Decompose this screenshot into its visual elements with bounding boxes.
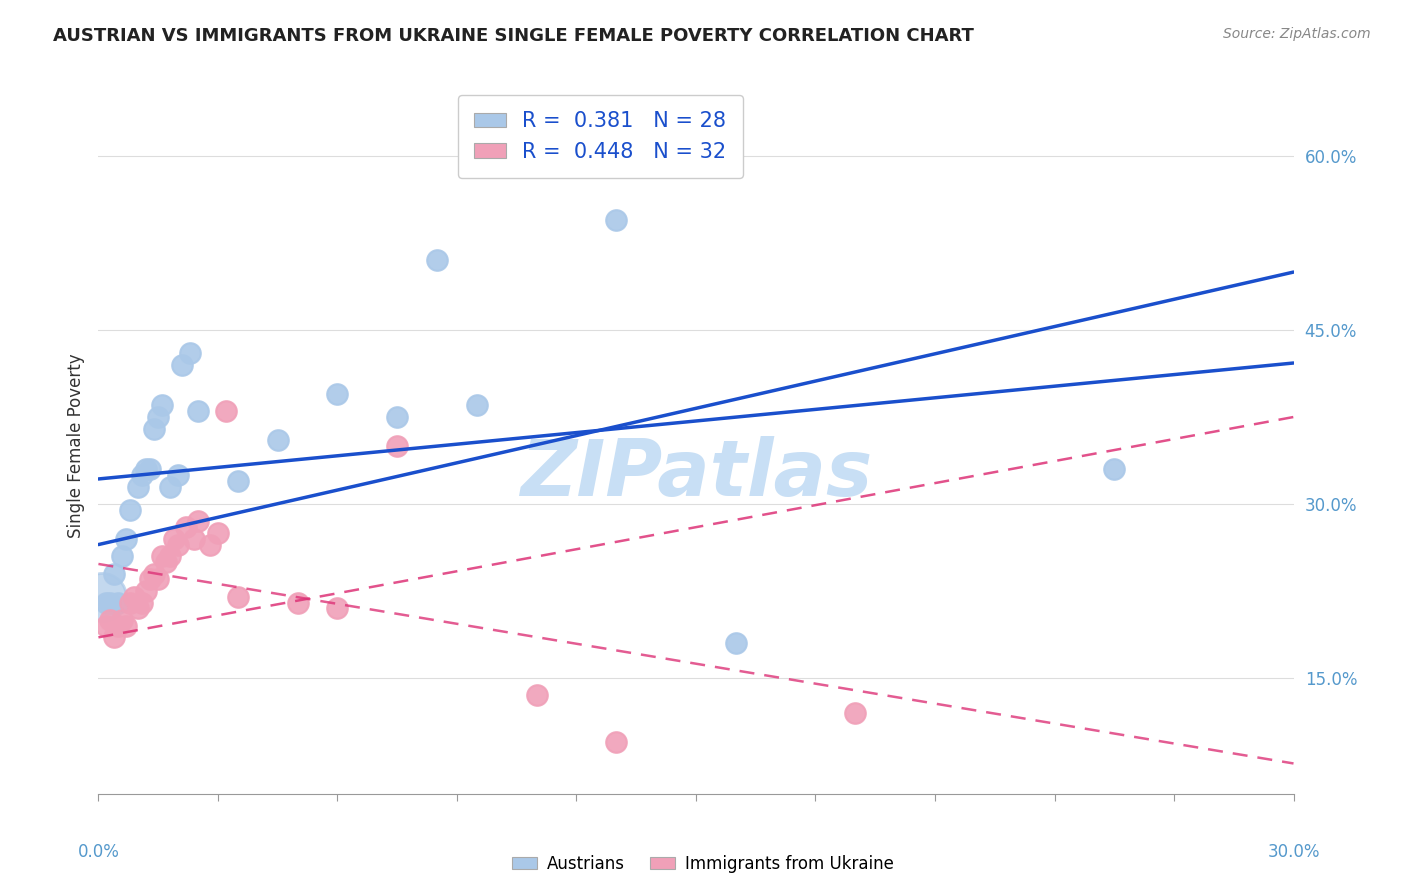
Point bbox=[111, 613, 134, 627]
Point bbox=[187, 514, 209, 528]
Point bbox=[163, 532, 186, 546]
Point bbox=[526, 689, 548, 703]
Point bbox=[267, 434, 290, 448]
Point bbox=[183, 532, 205, 546]
Point bbox=[326, 386, 349, 401]
Point bbox=[131, 467, 153, 482]
Point bbox=[198, 537, 221, 551]
Text: Source: ZipAtlas.com: Source: ZipAtlas.com bbox=[1223, 27, 1371, 41]
Point bbox=[103, 630, 125, 644]
Point bbox=[98, 613, 122, 627]
Point bbox=[215, 404, 238, 418]
Point bbox=[385, 410, 409, 425]
Point bbox=[120, 502, 142, 516]
Point bbox=[179, 346, 201, 360]
Point bbox=[724, 636, 747, 650]
Point bbox=[96, 619, 118, 633]
Text: 30.0%: 30.0% bbox=[1267, 843, 1320, 861]
Point bbox=[326, 601, 349, 615]
Point bbox=[135, 583, 157, 598]
Text: 0.0%: 0.0% bbox=[77, 843, 120, 861]
Point bbox=[107, 596, 129, 610]
Point bbox=[174, 520, 197, 534]
Legend: R =  0.381   N = 28, R =  0.448   N = 32: R = 0.381 N = 28, R = 0.448 N = 32 bbox=[458, 95, 742, 178]
Point bbox=[605, 735, 627, 749]
Point bbox=[139, 462, 162, 476]
Point bbox=[155, 555, 177, 569]
Point bbox=[465, 398, 488, 412]
Point bbox=[143, 422, 166, 436]
Point bbox=[287, 596, 309, 610]
Point bbox=[120, 596, 142, 610]
Point bbox=[426, 253, 449, 268]
Point bbox=[139, 573, 162, 587]
Text: AUSTRIAN VS IMMIGRANTS FROM UKRAINE SINGLE FEMALE POVERTY CORRELATION CHART: AUSTRIAN VS IMMIGRANTS FROM UKRAINE SING… bbox=[53, 27, 974, 45]
Y-axis label: Single Female Poverty: Single Female Poverty bbox=[66, 354, 84, 538]
Point bbox=[98, 596, 122, 610]
Point bbox=[159, 549, 181, 564]
Point bbox=[107, 619, 129, 633]
Point bbox=[605, 212, 627, 227]
Legend: Austrians, Immigrants from Ukraine: Austrians, Immigrants from Ukraine bbox=[505, 848, 901, 880]
Point bbox=[115, 619, 138, 633]
Point bbox=[143, 566, 166, 581]
Point bbox=[226, 474, 249, 488]
Point bbox=[150, 549, 173, 564]
Point bbox=[96, 596, 118, 610]
Point bbox=[187, 404, 209, 418]
Point bbox=[131, 596, 153, 610]
Point bbox=[124, 590, 146, 604]
Point bbox=[167, 467, 190, 482]
Point bbox=[1104, 462, 1126, 476]
Point bbox=[148, 410, 170, 425]
Point bbox=[103, 566, 125, 581]
Point bbox=[148, 573, 170, 587]
Point bbox=[159, 480, 181, 494]
Point bbox=[150, 398, 173, 412]
Point bbox=[135, 462, 157, 476]
Point bbox=[127, 601, 149, 615]
Point bbox=[111, 549, 134, 564]
Point bbox=[385, 439, 409, 453]
Point bbox=[226, 590, 249, 604]
Point bbox=[115, 532, 138, 546]
Point bbox=[207, 525, 229, 540]
Point bbox=[172, 358, 194, 372]
Point bbox=[167, 537, 190, 551]
Point bbox=[844, 706, 866, 720]
Point bbox=[127, 480, 149, 494]
Point bbox=[91, 590, 114, 604]
Text: ZIPatlas: ZIPatlas bbox=[520, 436, 872, 512]
